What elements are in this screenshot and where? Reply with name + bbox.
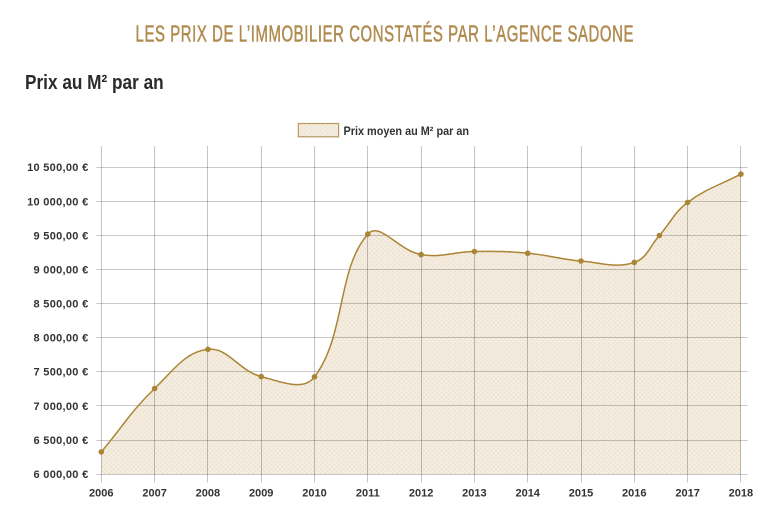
svg-text:2014: 2014: [515, 488, 540, 500]
svg-text:2015: 2015: [569, 488, 593, 500]
svg-text:8 500,00 €: 8 500,00 €: [34, 299, 89, 311]
svg-text:6 000,00 €: 6 000,00 €: [34, 469, 89, 481]
svg-text:9 000,00 €: 9 000,00 €: [34, 265, 89, 277]
svg-text:LES PRIX DE L’IMMOBILIER CONST: LES PRIX DE L’IMMOBILIER CONSTATÉS PAR L…: [136, 20, 634, 47]
svg-text:2007: 2007: [142, 488, 166, 500]
svg-text:Prix moyen au M² par an: Prix moyen au M² par an: [344, 125, 470, 138]
svg-text:6 500,00 €: 6 500,00 €: [34, 435, 89, 447]
svg-text:Prix au M² par an: Prix au M² par an: [25, 72, 164, 95]
svg-text:2006: 2006: [89, 488, 113, 500]
svg-text:2017: 2017: [675, 488, 699, 500]
svg-text:2011: 2011: [356, 488, 380, 500]
svg-text:2016: 2016: [622, 488, 646, 500]
svg-text:10 500,00 €: 10 500,00 €: [27, 162, 88, 174]
svg-text:7 000,00 €: 7 000,00 €: [34, 401, 89, 413]
svg-text:7 500,00 €: 7 500,00 €: [34, 367, 89, 379]
svg-text:10 000,00 €: 10 000,00 €: [27, 196, 88, 208]
svg-text:2013: 2013: [462, 488, 486, 500]
svg-text:2008: 2008: [196, 488, 220, 500]
svg-text:9 500,00 €: 9 500,00 €: [34, 230, 89, 242]
svg-text:2012: 2012: [409, 488, 433, 500]
svg-text:2010: 2010: [302, 488, 326, 500]
svg-text:2009: 2009: [249, 488, 273, 500]
svg-text:8 000,00 €: 8 000,00 €: [34, 333, 89, 345]
svg-text:2018: 2018: [729, 488, 753, 500]
